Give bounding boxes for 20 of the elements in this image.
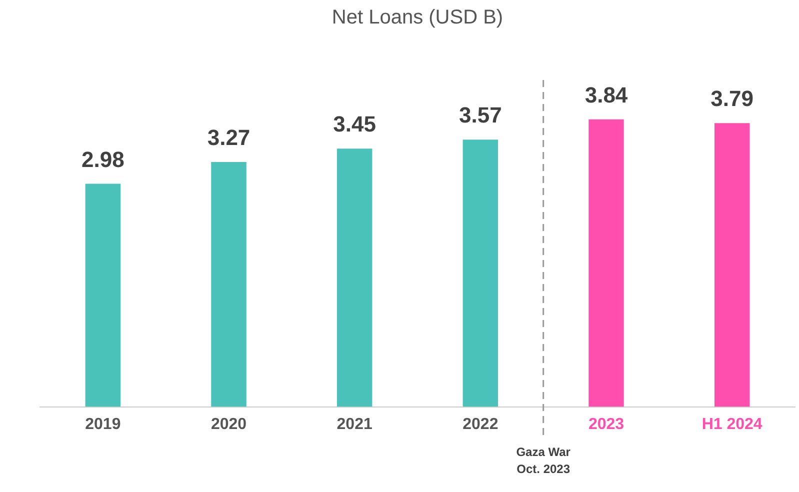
bar (211, 162, 246, 407)
data-label: 3.27 (207, 125, 250, 150)
bar (588, 119, 624, 407)
bar (336, 148, 372, 407)
x-tick-label: 2020 (210, 416, 247, 433)
bar (462, 140, 498, 407)
x-tick-label: 2019 (85, 416, 121, 433)
text: Gaza War Oct. 2023 (516, 445, 571, 476)
data-label: 3.57 (459, 102, 502, 128)
x-tick-label: 2021 (336, 416, 372, 433)
data-label: 2.98 (82, 146, 124, 172)
data-label: 3.45 (333, 112, 376, 137)
x-tick-label: 2023 (588, 416, 624, 433)
bar (714, 123, 750, 407)
x-tick-label: 2022 (462, 416, 498, 433)
data-label: 3.84 (584, 82, 628, 108)
x-tick-label: H1 2024 (702, 416, 762, 433)
bar (85, 184, 121, 407)
data-label: 3.79 (710, 86, 754, 112)
chart-title: Net Loans (USD B) (332, 6, 504, 29)
